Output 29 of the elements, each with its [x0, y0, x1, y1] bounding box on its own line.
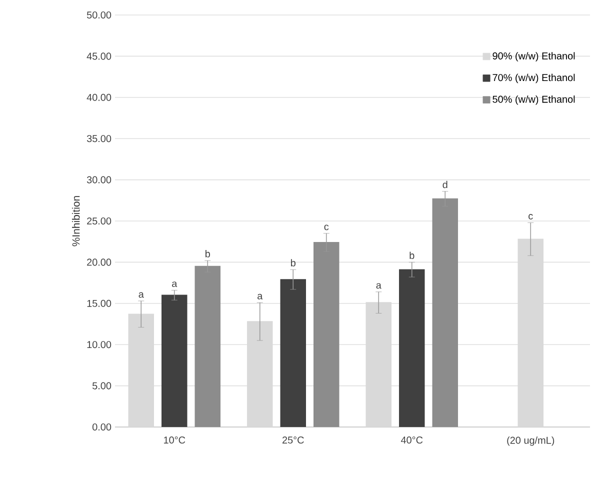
legend-label: 50% (w/w) Ethanol [492, 95, 575, 105]
data-label: a [258, 294, 263, 300]
data-label: c [528, 214, 533, 220]
y-tick-label: 5.00 [92, 382, 112, 390]
data-label: b [410, 252, 414, 260]
x-tick-label: 40°C [400, 436, 423, 444]
y-tick-label: 50.00 [86, 11, 112, 19]
data-label: b [205, 250, 210, 258]
y-tick-label: 30.00 [86, 176, 112, 184]
x-tick-label: (20 ug/mL) [507, 436, 554, 446]
y-axis-title: %Inhibition [72, 196, 80, 246]
legend-label: 90% (w/w) Ethanol [492, 52, 575, 62]
y-tick-label: 35.00 [86, 135, 112, 142]
data-label: a [172, 282, 178, 288]
x-tick-label: 25°C [282, 436, 304, 444]
data-label: a [376, 283, 382, 289]
y-tick-label: 0.00 [92, 423, 112, 431]
data-label: d [442, 180, 448, 188]
y-tick-label: 20.00 [87, 258, 112, 266]
y-tick-label: 45.00 [86, 52, 112, 60]
y-tick-label: 15.00 [87, 300, 112, 307]
data-label: b [290, 259, 296, 266]
x-tick-label: 10°C [164, 436, 186, 444]
data-label: a [138, 292, 144, 298]
legend-label: 70% (w/w) Ethanol [492, 74, 575, 84]
data-label: c [324, 224, 329, 230]
y-tick-label: 25.00 [87, 217, 112, 225]
y-tick-label: 10.00 [87, 341, 112, 348]
y-tick-label: 40.00 [86, 94, 112, 101]
